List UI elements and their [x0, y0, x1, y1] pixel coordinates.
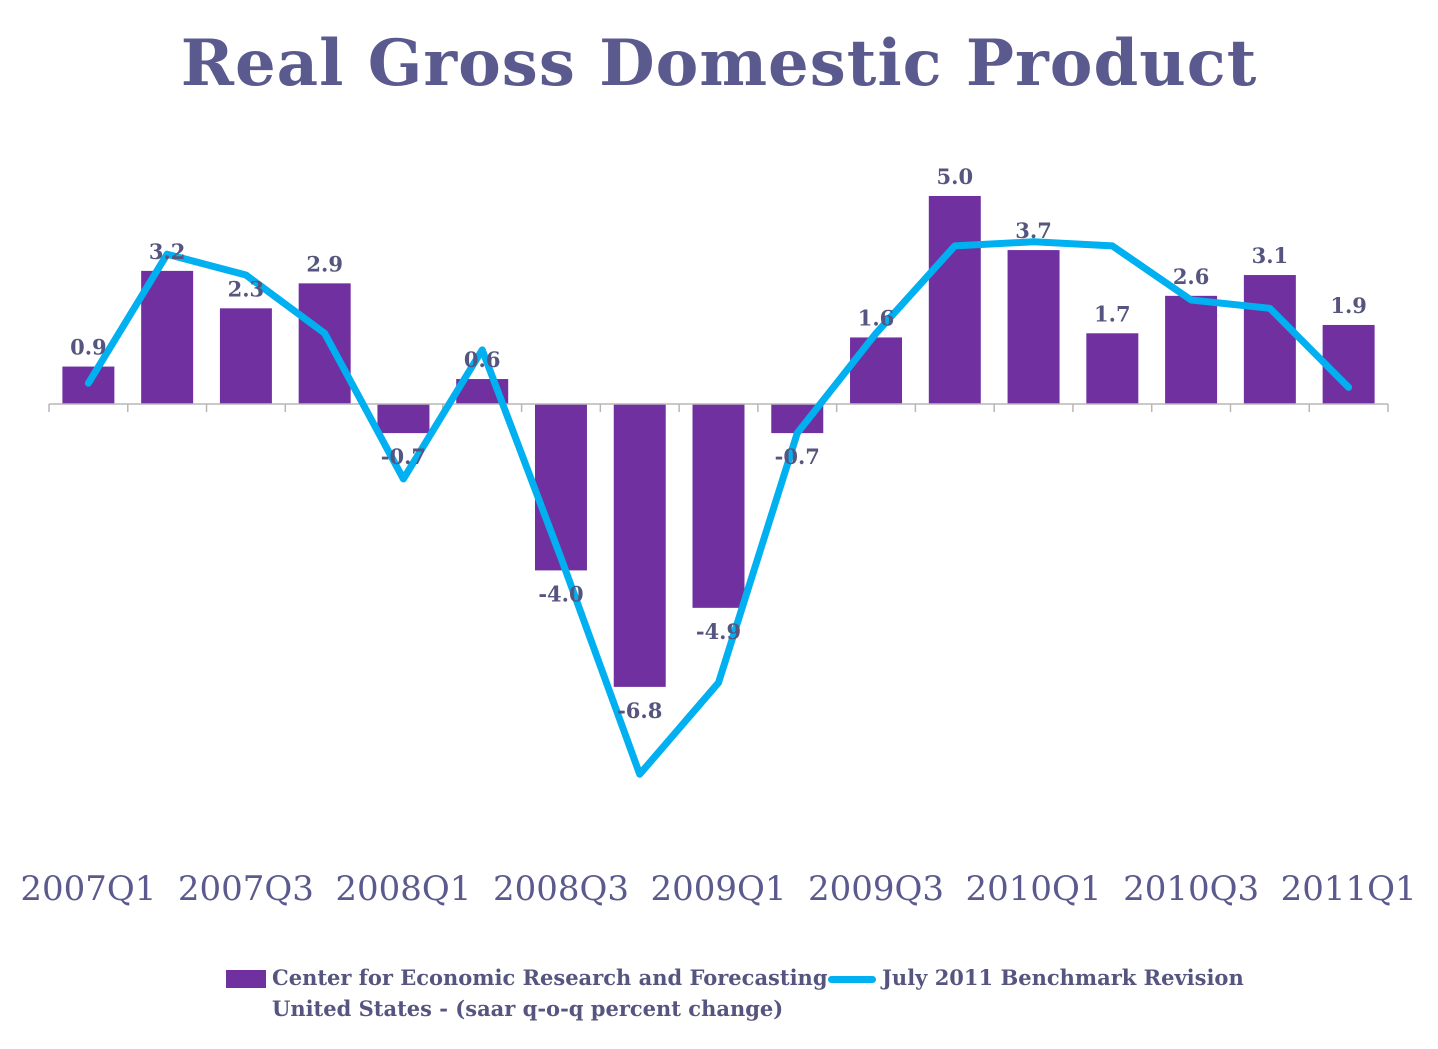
- x-tick-label: 2007Q1: [20, 869, 156, 909]
- bar-data-label: 1.7: [1094, 301, 1131, 326]
- bar-data-label: 1.6: [858, 305, 895, 330]
- gdp-chart: 0.9 3.2 2.3 2.9 -0.7 0.6 -4.0 -6.8 -4.9 -0.7 1.6 5.…: [20, 164, 1417, 909]
- bar-data-label: 0.9: [70, 335, 107, 360]
- bar-2010Q4: [1243, 275, 1296, 404]
- bar-data-label: 3.7: [1015, 218, 1052, 243]
- legend-label-bars-line2: United States - (saar q-o-q percent chan…: [272, 996, 784, 1021]
- bar-data-label: 2.3: [228, 276, 265, 301]
- bar-data-label: -6.8: [617, 698, 662, 723]
- x-tick-label: 2009Q1: [650, 869, 786, 909]
- bar-2008Q4: [613, 404, 666, 687]
- bar-data-label: 3.2: [149, 239, 186, 264]
- bar-2007Q3: [219, 308, 272, 404]
- legend-item-line: July 2011 Benchmark Revision: [828, 962, 1244, 993]
- bar-2009Q1: [692, 404, 745, 608]
- legend-swatch-bars: [226, 970, 266, 988]
- bar-2008Q1: [377, 404, 430, 434]
- legend-swatch-line: [828, 976, 876, 983]
- bar-data-label: 0.6: [464, 347, 501, 372]
- legend-item-bars: Center for Economic Research and Forecas…: [226, 962, 828, 1024]
- bar-2007Q2: [141, 270, 194, 404]
- legend-label-bars-line1: Center for Economic Research and Forecas…: [272, 965, 828, 990]
- legend-label-bars: Center for Economic Research and Forecas…: [272, 962, 828, 1024]
- x-tick-label: 2010Q3: [1123, 869, 1259, 909]
- bar-data-label: 3.1: [1252, 243, 1289, 268]
- bar-data-label: -0.7: [775, 444, 820, 469]
- legend-label-line: July 2011 Benchmark Revision: [882, 965, 1244, 990]
- bar-2010Q1: [1007, 250, 1060, 404]
- bar-data-label: -4.9: [696, 619, 741, 644]
- x-tick-label: 2010Q1: [966, 869, 1102, 909]
- chart-legend: Center for Economic Research and Forecas…: [0, 958, 1438, 1038]
- bar-data-label: 2.6: [1173, 264, 1210, 289]
- x-tick-label: 2009Q3: [808, 869, 944, 909]
- x-tick-label: 2008Q1: [335, 869, 471, 909]
- bar-2009Q3: [850, 337, 903, 404]
- bar-2008Q3: [534, 404, 587, 571]
- bar-data-label: 2.9: [306, 251, 343, 276]
- bar-2010Q2: [1086, 333, 1139, 404]
- bar-data-label: 1.9: [1330, 293, 1367, 318]
- bar-data-label: 5.0: [937, 164, 974, 189]
- benchmark-revision-line: [84, 238, 1353, 778]
- x-tick-label: 2011Q1: [1281, 869, 1417, 909]
- chart-title: Real Gross Domestic Product: [180, 26, 1258, 101]
- bar-data-label: -4.0: [538, 581, 583, 606]
- x-tick-label: 2008Q3: [493, 869, 629, 909]
- x-tick-label: 2007Q3: [178, 869, 314, 909]
- bar-2009Q4: [928, 196, 981, 404]
- bar-data-label: -0.7: [381, 444, 426, 469]
- bar-2007Q4: [298, 283, 351, 404]
- bar-2010Q3: [1165, 295, 1218, 404]
